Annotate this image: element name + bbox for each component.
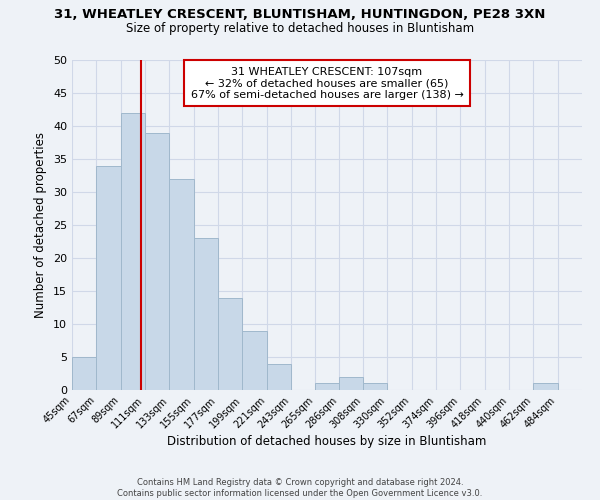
Bar bbox=[316, 384, 338, 390]
X-axis label: Distribution of detached houses by size in Bluntisham: Distribution of detached houses by size … bbox=[167, 436, 487, 448]
Bar bbox=[363, 384, 387, 390]
Text: Size of property relative to detached houses in Bluntisham: Size of property relative to detached ho… bbox=[126, 22, 474, 35]
Bar bbox=[338, 377, 363, 390]
Bar bbox=[145, 132, 169, 390]
Text: 31 WHEATLEY CRESCENT: 107sqm
← 32% of detached houses are smaller (65)
67% of se: 31 WHEATLEY CRESCENT: 107sqm ← 32% of de… bbox=[191, 66, 463, 100]
Bar bbox=[533, 384, 557, 390]
Bar bbox=[218, 298, 242, 390]
Bar bbox=[194, 238, 218, 390]
Text: Contains HM Land Registry data © Crown copyright and database right 2024.
Contai: Contains HM Land Registry data © Crown c… bbox=[118, 478, 482, 498]
Bar bbox=[72, 357, 97, 390]
Bar bbox=[121, 113, 145, 390]
Bar bbox=[267, 364, 291, 390]
Bar bbox=[97, 166, 121, 390]
Bar bbox=[242, 330, 267, 390]
Y-axis label: Number of detached properties: Number of detached properties bbox=[34, 132, 47, 318]
Bar bbox=[169, 179, 194, 390]
Text: 31, WHEATLEY CRESCENT, BLUNTISHAM, HUNTINGDON, PE28 3XN: 31, WHEATLEY CRESCENT, BLUNTISHAM, HUNTI… bbox=[55, 8, 545, 20]
